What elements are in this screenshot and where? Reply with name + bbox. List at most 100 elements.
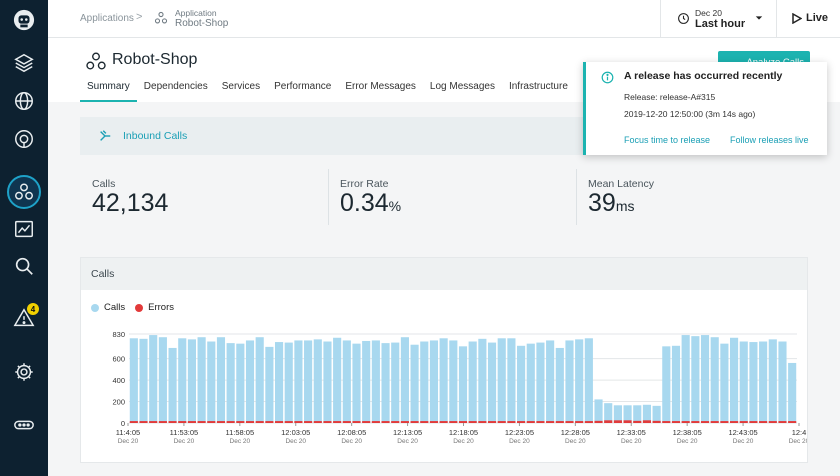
errors-bar (245, 421, 255, 423)
stat-calls: Calls 42,134 (80, 169, 328, 229)
stat-mean-latency: Mean Latency 39ms (576, 169, 808, 229)
breadcrumb-applications[interactable]: Applications (80, 13, 134, 24)
x-tick-label: 11:58:05 (226, 428, 255, 437)
errors-bar (342, 421, 351, 423)
tab-dependencies[interactable]: Dependencies (143, 81, 208, 92)
errors-bar (139, 421, 148, 423)
play-icon (792, 13, 802, 24)
layers-icon[interactable] (12, 51, 36, 75)
dashboard-icon[interactable] (12, 217, 36, 241)
errors-bar (594, 420, 603, 423)
calls-bar (662, 346, 671, 423)
target-icon[interactable] (12, 127, 36, 151)
errors-bar (555, 421, 564, 423)
errors-bar (197, 421, 206, 423)
x-tick-label: 12:4 (792, 428, 807, 437)
follow-releases-live-link[interactable]: Follow releases live (730, 135, 809, 145)
x-tick-label: 12:33:05 (617, 428, 646, 437)
calls-bar (788, 362, 797, 423)
errors-bar (236, 421, 245, 423)
settings-icon[interactable] (12, 360, 36, 384)
more-icon[interactable] (12, 413, 36, 437)
x-tick-sublabel: Dec 20 (174, 438, 195, 445)
errors-bar (178, 421, 187, 423)
applications-active-indicator (7, 175, 41, 209)
legend-dot-errors (135, 303, 144, 312)
tab-error-messages[interactable]: Error Messages (345, 81, 416, 92)
errors-bar (749, 421, 758, 423)
calls-bar (507, 338, 516, 423)
calls-bar (671, 345, 681, 423)
errors-bar (449, 421, 458, 423)
calls-bar (730, 337, 739, 423)
errors-bar (788, 421, 797, 423)
application-title-icon (86, 52, 106, 70)
x-tick-label: 11:4:05 (116, 428, 140, 437)
breadcrumb-app-name[interactable]: Robot-Shop (175, 18, 229, 29)
tab-summary[interactable]: Summary (80, 80, 137, 102)
alert-icon[interactable] (12, 306, 36, 330)
alert-count-badge: 4 (27, 303, 39, 315)
errors-bar (546, 421, 555, 423)
robot-logo-icon[interactable] (12, 8, 36, 32)
stat-calls-value: 42,134 (92, 189, 169, 217)
calls-bar (178, 338, 187, 423)
errors-bar (410, 421, 419, 423)
tab-log-messages[interactable]: Log Messages (429, 81, 495, 92)
legend-label-calls: Calls (104, 302, 126, 313)
inbound-calls-label: Inbound Calls (123, 130, 188, 142)
errors-bar (207, 421, 216, 423)
calls-bar (487, 342, 497, 423)
errors-bar (517, 421, 526, 423)
errors-bar (526, 421, 535, 423)
y-tick-label: 830 (112, 330, 125, 339)
errors-bar (468, 421, 477, 423)
errors-bar (400, 421, 409, 423)
y-tick-label: 200 (112, 398, 125, 407)
errors-bar (478, 421, 487, 423)
calls-bar (226, 343, 235, 423)
calls-bar (323, 341, 332, 423)
chevron-down-icon (755, 16, 763, 20)
tab-infrastructure[interactable]: Infrastructure (508, 81, 568, 92)
calls-bar (536, 342, 545, 423)
time-picker-date: Dec 20 (695, 8, 722, 18)
tab-services[interactable]: Services (221, 81, 261, 92)
focus-time-to-release-link[interactable]: Focus time to release (624, 135, 711, 145)
calls-bar (255, 337, 264, 423)
calls-bar (216, 337, 226, 423)
legend-item-calls[interactable]: Calls (91, 302, 125, 313)
tab-performance[interactable]: Performance (274, 81, 332, 92)
stat-error-rate-value: 0.34% (340, 189, 402, 217)
calls-bar (284, 342, 293, 423)
calls-bar (420, 341, 429, 423)
release-name: Release: release-A#315 (624, 92, 716, 102)
calls-chart-header: Calls (81, 258, 807, 290)
search-analyze-icon[interactable] (12, 254, 36, 278)
calls-bar (391, 342, 400, 423)
errors-bar (439, 421, 448, 423)
time-picker[interactable]: Dec 20 Last hour (660, 0, 776, 38)
errors-bar (391, 421, 400, 423)
calls-bar (720, 343, 729, 423)
stat-error-rate-label: Error Rate (340, 178, 389, 190)
errors-bar (149, 421, 158, 423)
calls-bar (274, 342, 284, 423)
errors-bar (255, 421, 264, 423)
calls-bar (362, 340, 371, 423)
errors-bar (304, 421, 313, 423)
x-tick-sublabel: Dec 20 (397, 438, 418, 445)
applications-icon[interactable] (12, 180, 36, 204)
calls-bar (710, 337, 719, 423)
calls-bar (371, 340, 380, 423)
info-icon (601, 71, 614, 84)
calls-bar (304, 340, 313, 423)
live-button[interactable]: Live (776, 0, 840, 38)
legend-item-errors[interactable]: Errors (135, 302, 174, 313)
breadcrumb-app-type: Application (175, 8, 217, 18)
errors-bar (158, 421, 167, 423)
globe-icon[interactable] (12, 89, 36, 113)
left-nav-rail: 4 (0, 0, 48, 476)
x-tick-label: 11:53:05 (170, 428, 199, 437)
